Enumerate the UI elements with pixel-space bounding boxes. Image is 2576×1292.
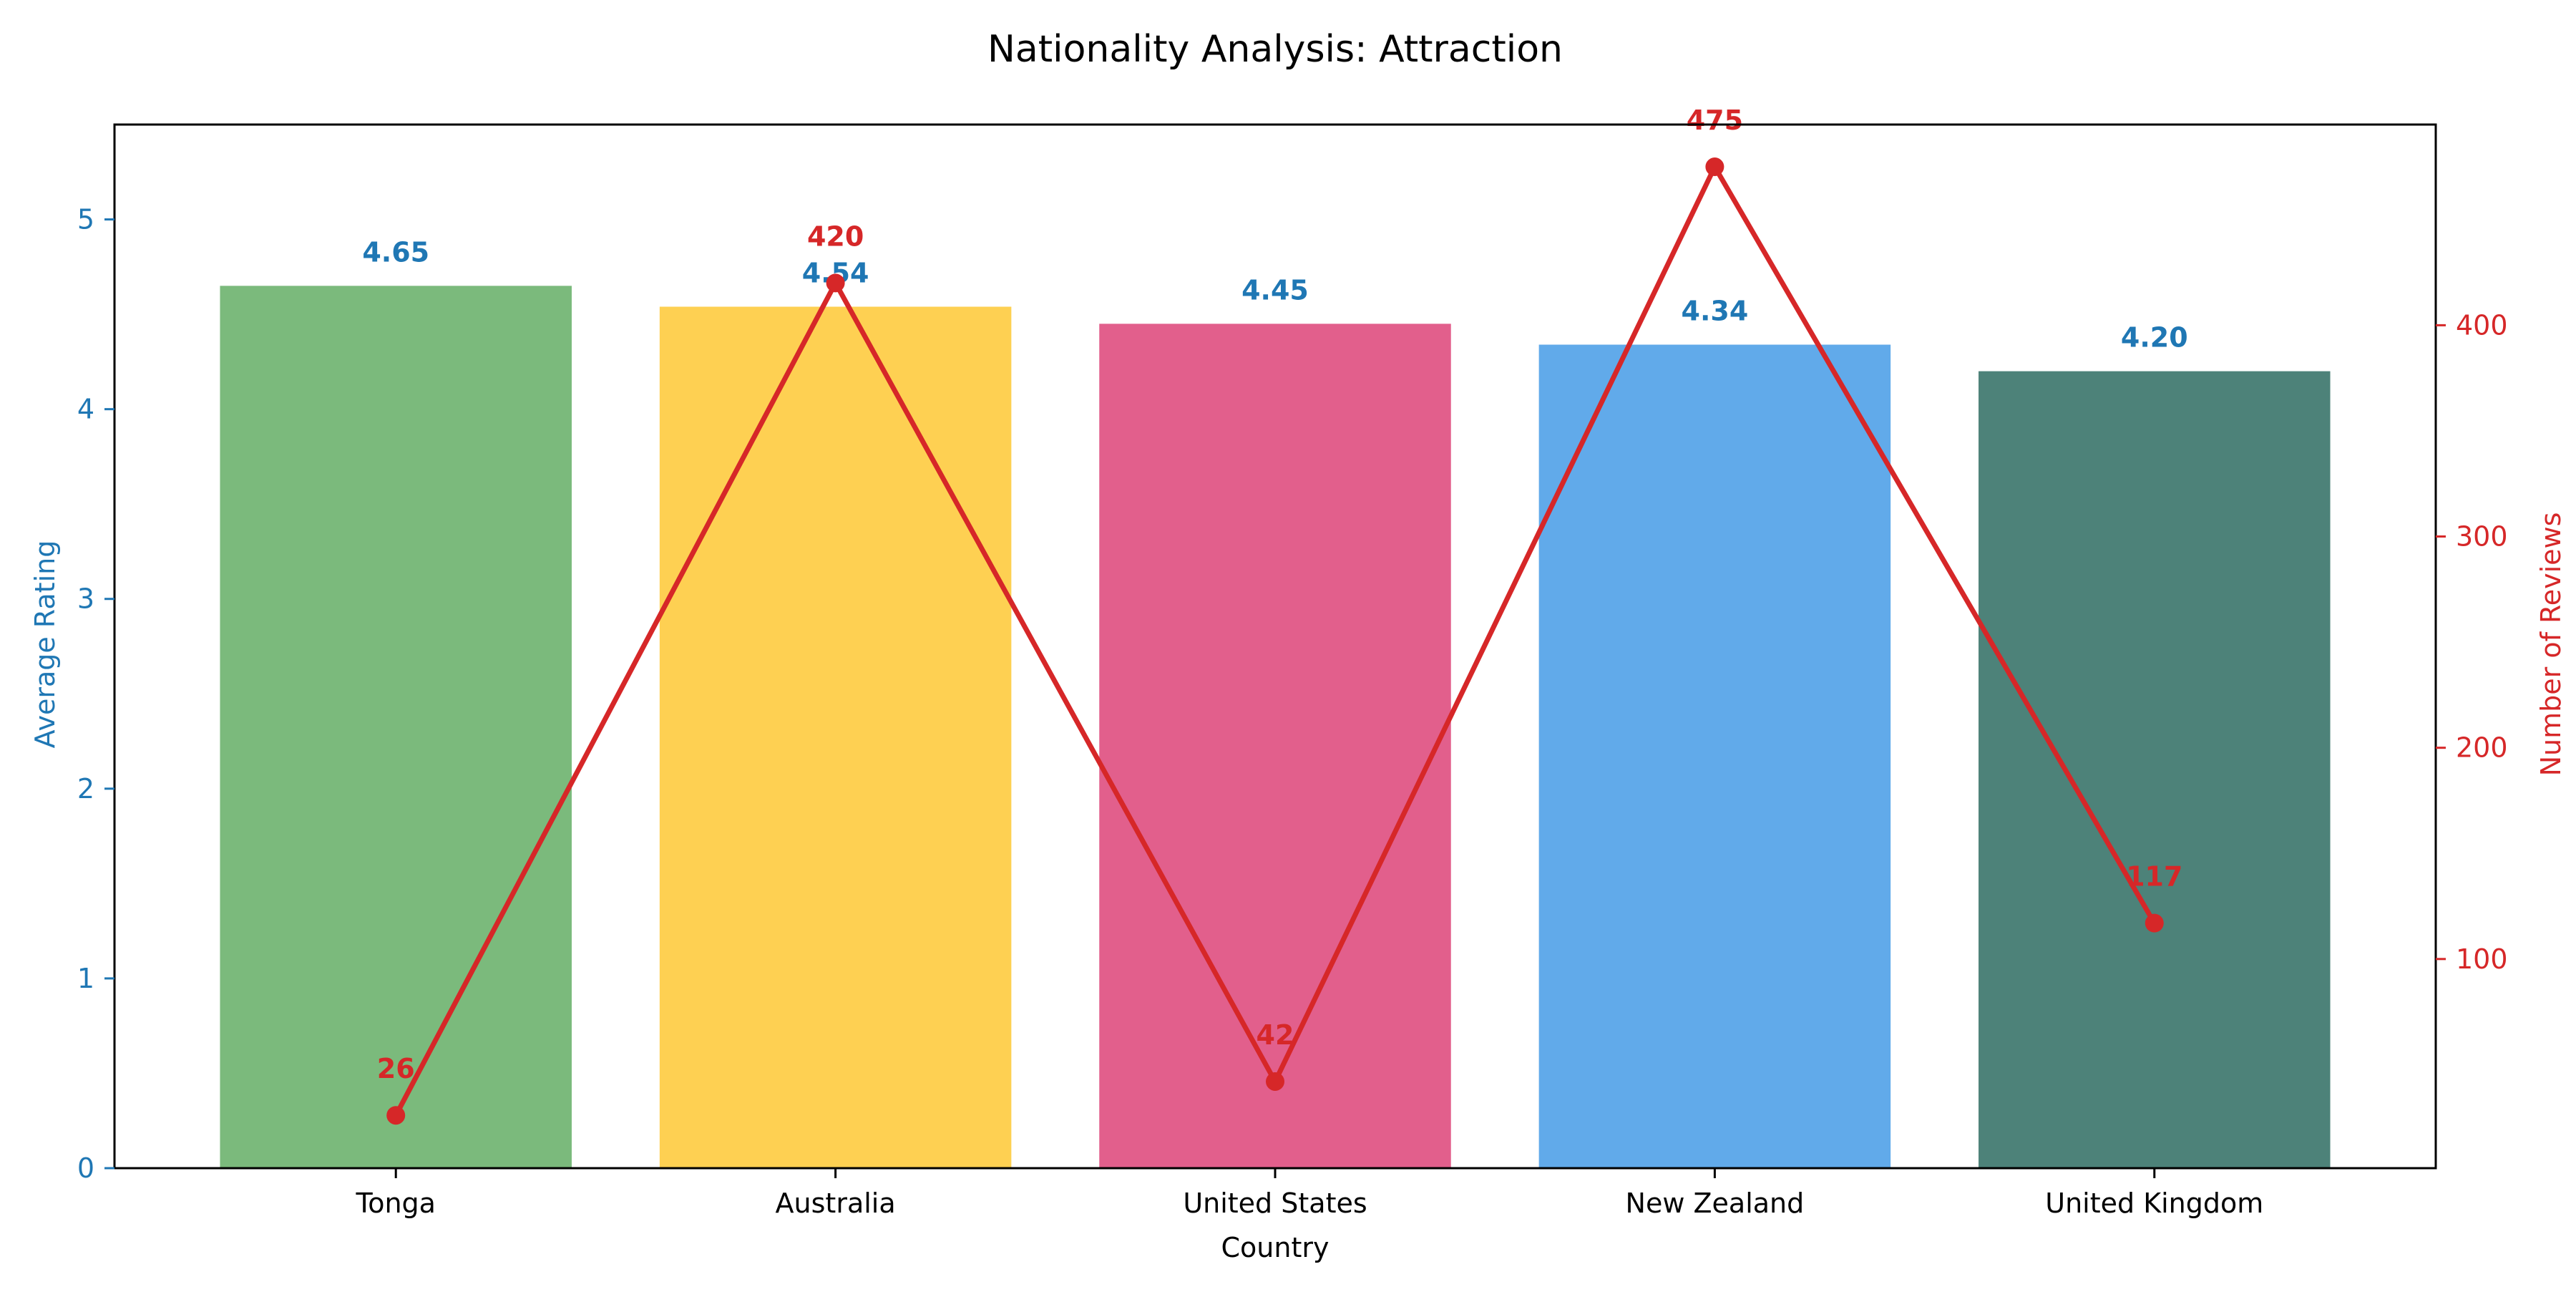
bar-value-label: 4.65: [362, 236, 429, 268]
reviews-value-label: 420: [807, 220, 864, 252]
y-left-tick-label: 3: [77, 583, 94, 615]
x-tick-label: United Kingdom: [2045, 1187, 2263, 1219]
y-left-tick-label: 5: [77, 204, 94, 235]
x-tick-label: Australia: [776, 1187, 896, 1219]
reviews-value-label: 117: [2126, 861, 2182, 893]
y-right-tick-label: 400: [2456, 309, 2508, 341]
bar-united-kingdom: [1979, 371, 2331, 1168]
bar-new-zealand: [1538, 344, 1891, 1168]
reviews-point: [1266, 1072, 1284, 1091]
reviews-value-label: 475: [1687, 105, 1743, 136]
bar-value-label: 4.20: [2121, 322, 2188, 354]
reviews-value-label: 26: [377, 1053, 415, 1084]
line-series-group: 26 420 42 475 117: [377, 105, 2182, 1125]
y-axis-label-left: Average Rating: [29, 540, 61, 749]
x-tick-label: United States: [1183, 1187, 1367, 1219]
reviews-value-label: 42: [1257, 1019, 1294, 1051]
bars-group: 4.654.544.454.344.20: [220, 236, 2331, 1168]
y-left-tick-label: 4: [77, 394, 94, 425]
y-left-tick-label: 1: [77, 963, 94, 994]
x-tick-label: Tonga: [355, 1187, 436, 1219]
reviews-point: [2145, 913, 2164, 933]
y-left-tick-label: 0: [77, 1152, 94, 1184]
x-tick-label: New Zealand: [1626, 1187, 1805, 1219]
reviews-point: [386, 1106, 406, 1125]
y-right-tick-label: 300: [2456, 521, 2508, 553]
y-right-tick-label: 200: [2456, 732, 2508, 764]
bar-value-label: 4.34: [1682, 296, 1749, 327]
y-right-tick-label: 100: [2456, 943, 2508, 975]
reviews-point: [1705, 157, 1724, 177]
axes-group: 0 1 2 3 4 5 100 200 300 400 Tonga Australia United S…: [77, 123, 2508, 1219]
reviews-point: [826, 273, 845, 293]
bar-tonga: [220, 286, 572, 1168]
x-axis-label: Country: [1221, 1232, 1330, 1263]
bar-united-states: [1099, 324, 1451, 1168]
y-axis-label-right: Number of Reviews: [2535, 513, 2567, 777]
bar-value-label: 4.45: [1241, 274, 1309, 306]
chart-title: Nationality Analysis: Attraction: [987, 28, 1563, 71]
bar-australia: [659, 306, 1012, 1168]
y-left-tick-label: 2: [77, 773, 94, 805]
